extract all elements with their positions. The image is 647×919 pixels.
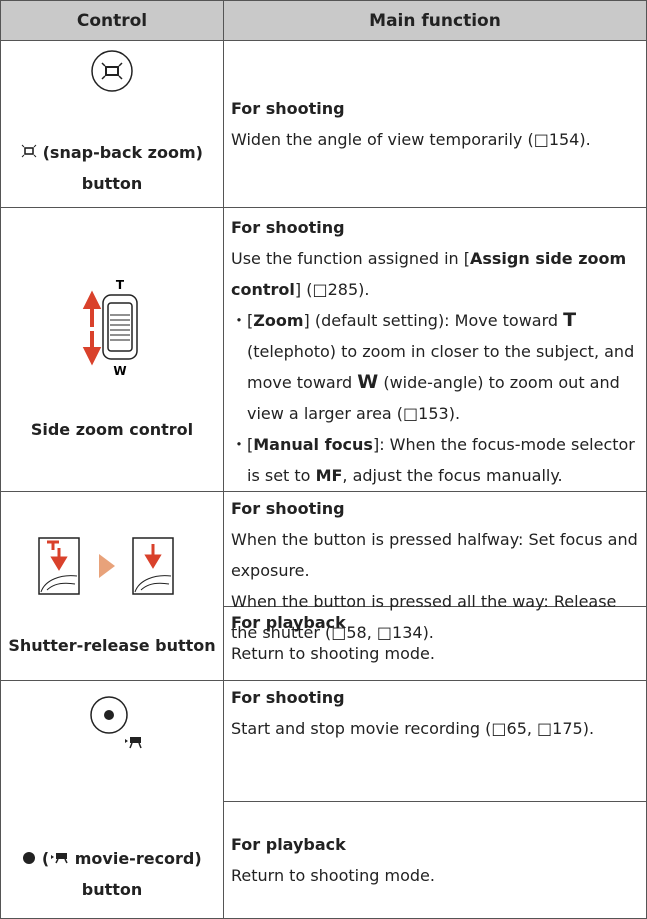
text-run: Use the function assigned in [ <box>231 249 470 268</box>
paragraph: Return to shooting mode. <box>231 638 638 669</box>
text-run: W <box>357 371 379 393</box>
text-run: Assign side zoom control <box>231 249 627 299</box>
table-row: ( movie-record) button For shooting Star… <box>0 680 647 919</box>
paragraph: Widen the angle of view temporarily (□15… <box>231 124 638 155</box>
control-cell: T W Side zoom control <box>0 207 224 492</box>
text-run: (telephoto) to zoom in closer to the sub… <box>247 342 635 392</box>
text-run: Manual focus <box>253 435 373 454</box>
text-run: ・[ <box>231 435 254 454</box>
header-cell: Control <box>0 0 224 41</box>
paragraph: Return to shooting mode. <box>231 860 638 891</box>
text-run: ] (□285). <box>294 280 370 299</box>
section-heading: For shooting <box>231 99 345 118</box>
paragraph: Use the function assigned in [Assign sid… <box>231 243 638 305</box>
function-cell: For shooting Use the function assigned i… <box>223 207 647 492</box>
snap-back-icon <box>91 50 133 92</box>
section-heading: For shooting <box>231 218 345 237</box>
control-cell: (snap-back zoom) button <box>0 40 224 208</box>
text-run: ・[ <box>231 311 254 330</box>
text-run: When the button is pressed halfway: Set … <box>231 530 638 580</box>
movie-record-icon <box>90 695 142 748</box>
table-row: T W Side zoom control For shooting Use t… <box>0 207 647 492</box>
paragraph: When the button is pressed all the way: … <box>231 586 638 648</box>
dial-label: T <box>116 279 125 292</box>
text-run: Start and stop movie recording (□65, □17… <box>231 719 595 738</box>
text-run: , adjust the focus manually. <box>342 466 563 485</box>
label-text: movie-record) button <box>74 848 202 899</box>
side-zoom-icon: T W <box>82 279 138 378</box>
text-run: Zoom <box>253 311 304 330</box>
text-run: ]: When the focus-mode selector is set t… <box>247 435 635 485</box>
section-heading: For playback <box>231 613 346 632</box>
table-row: (snap-back zoom) button For shooting Wid… <box>0 40 647 208</box>
function-cell: For shooting Widen the angle of view tem… <box>223 40 647 208</box>
text-run: Return to shooting mode. <box>231 866 435 885</box>
control-label: ( movie-record) button <box>1 843 223 905</box>
label-text: ( <box>41 848 50 868</box>
function-cell: For shooting When the button is pressed … <box>223 491 647 681</box>
control-label: (snap-back zoom) button <box>1 137 223 199</box>
text-run: T <box>563 309 577 331</box>
table-row: Shutter-release button For shooting When… <box>0 491 647 681</box>
paragraph: When the button is pressed halfway: Set … <box>231 524 638 586</box>
function-cell: For shooting Start and stop movie record… <box>223 680 647 919</box>
text-run: (wide-angle) to zoom out and view a larg… <box>247 373 620 423</box>
text-run: Return to shooting mode. <box>231 644 435 663</box>
paragraph: Start and stop movie recording (□65, □17… <box>231 713 638 744</box>
text-run: When the button is pressed all the way: … <box>231 592 617 642</box>
text-run: ] (default setting): Move toward <box>303 311 564 330</box>
text-run: MF <box>315 466 343 485</box>
label-text: (snap-back zoom) button <box>42 143 203 193</box>
movie-glyph <box>51 852 68 863</box>
control-label: Side zoom control <box>30 419 194 439</box>
dial-label: W <box>113 364 126 378</box>
shutter-icon <box>38 537 174 595</box>
control-cell: ( movie-record) button <box>0 680 224 919</box>
record-dot <box>23 851 36 864</box>
section-heading: For playback <box>231 835 346 854</box>
header-cell: Main function <box>223 0 647 41</box>
text-run: Widen the angle of view temporarily (□15… <box>231 130 591 149</box>
section-heading: For shooting <box>231 499 345 518</box>
section-heading: For shooting <box>231 688 345 707</box>
control-label: Shutter-release button <box>8 636 216 655</box>
list-item: ・[Manual focus]: When the focus-mode sel… <box>231 429 638 491</box>
list-item: ・[Zoom] (default setting): Move toward T… <box>231 305 638 429</box>
control-cell: Shutter-release button <box>0 491 224 681</box>
header-row: Control Main function <box>0 0 647 41</box>
inline-icon <box>21 144 37 158</box>
